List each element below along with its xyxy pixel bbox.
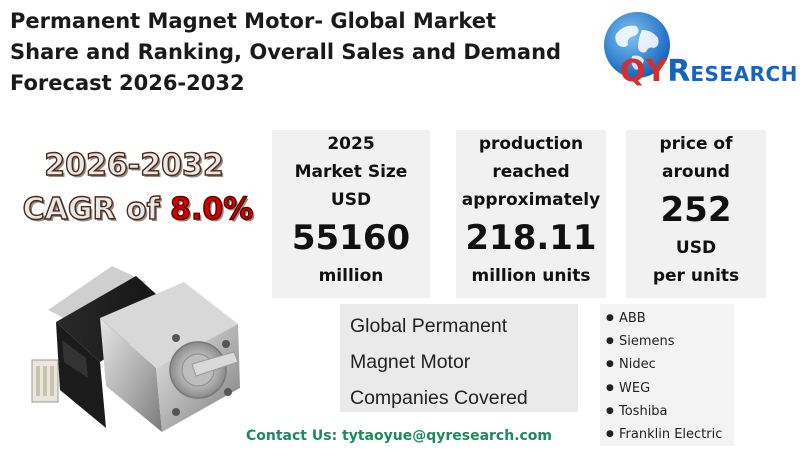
- qyresearch-logo[interactable]: QYRESEARCH: [594, 8, 798, 112]
- bullet-icon: ●: [606, 429, 614, 440]
- logo-letter-r: R: [667, 54, 691, 89]
- company-name: WEG: [619, 380, 651, 396]
- bullet-icon: ●: [606, 336, 614, 347]
- market-size-box: 2025 Market Size USD 55160 million: [272, 130, 430, 298]
- stepper-motor-image: [31, 266, 240, 432]
- company-name: ABB: [619, 311, 646, 326]
- production-box: production reached approximately 218.11 …: [456, 130, 606, 298]
- production-label-3: approximately: [461, 190, 601, 210]
- market-size-currency: USD: [330, 190, 372, 210]
- companies-title: Global Permanent Magnet Motor Companies …: [350, 308, 576, 416]
- production-label-2: reached: [492, 162, 570, 182]
- logo-letter-y: Y: [645, 54, 668, 89]
- bullet-icon: ●: [606, 359, 614, 370]
- market-size-year: 2025: [327, 134, 375, 154]
- list-item: ● WEG: [606, 377, 722, 400]
- bullet-icon: ●: [606, 313, 614, 323]
- price-label-1: price of: [659, 134, 733, 154]
- companies-title-box: [340, 304, 578, 412]
- company-name: Toshiba: [619, 403, 668, 419]
- companies-list-box: [600, 304, 734, 446]
- production-unit: million units: [471, 266, 591, 286]
- title-line-2: Share and Ranking, Overall Sales and Dem…: [10, 40, 562, 64]
- company-name: Franklin Electric: [619, 427, 723, 443]
- list-item: ● Toshiba: [606, 400, 722, 423]
- title-line-3: Forecast 2026-2032: [10, 71, 245, 95]
- companies-list: ● ABB ● Siemens ● Nidec ● WEG ● Toshiba ● Fran…: [606, 307, 722, 446]
- list-item: ● ABB: [606, 307, 722, 330]
- price-value: 252: [660, 190, 732, 230]
- title-line-1: Permanent Magnet Motor- Global Market: [10, 9, 497, 33]
- market-size-label: Market Size: [294, 162, 408, 182]
- list-item: ● Nidec: [606, 353, 722, 376]
- bullet-icon: ●: [606, 405, 614, 416]
- cagr-value: 8.0%: [169, 191, 254, 227]
- globe-icon: [604, 12, 670, 78]
- logo-letter-q: Q: [620, 54, 646, 89]
- company-name: Nidec: [619, 357, 656, 373]
- cagr-years: 2026-2032: [44, 147, 225, 183]
- logo-letters-rest: ESEARCH: [690, 62, 798, 86]
- production-label-1: production: [478, 134, 584, 154]
- page-title: Permanent Magnet Motor- Global Market Sh…: [10, 6, 600, 99]
- logo-wordmark: QYRESEARCH: [620, 54, 798, 89]
- companies-title-line-2: Magnet Motor: [350, 351, 471, 373]
- company-name: Siemens: [619, 334, 675, 350]
- market-size-value: 55160: [291, 218, 411, 258]
- market-size-unit: million: [318, 266, 384, 286]
- price-currency: USD: [675, 238, 717, 258]
- price-unit: per units: [652, 266, 740, 286]
- production-value: 218.11: [465, 218, 597, 258]
- cagr-prefix: CAGR of: [22, 191, 171, 227]
- list-item: ● Siemens: [606, 330, 722, 353]
- list-item: ● Franklin Electric: [606, 423, 722, 446]
- contact-link[interactable]: Contact Us: tytaoyue@qyresearch.com: [246, 428, 553, 444]
- price-box: price of around 252 USD per units: [626, 130, 766, 298]
- price-label-2: around: [662, 162, 730, 182]
- companies-title-line-3: Companies Covered: [350, 387, 528, 409]
- cagr-line: CAGR of 8.0%: [18, 191, 258, 227]
- companies-title-line-1: Global Permanent: [350, 315, 508, 337]
- bullet-icon: ●: [606, 382, 614, 393]
